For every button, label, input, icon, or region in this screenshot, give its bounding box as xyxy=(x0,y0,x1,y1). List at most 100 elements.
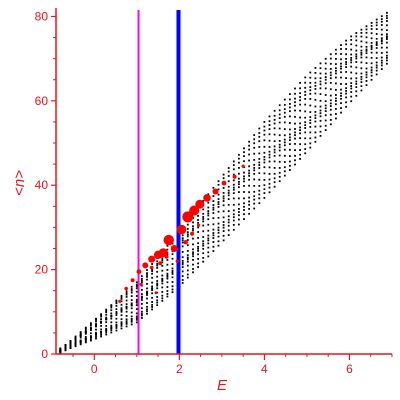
background-point xyxy=(319,125,322,128)
background-point xyxy=(283,98,286,101)
background-point xyxy=(227,192,230,194)
background-point xyxy=(386,33,388,36)
background-point xyxy=(222,197,225,200)
background-point xyxy=(380,18,383,20)
background-point xyxy=(90,336,92,338)
background-point xyxy=(171,291,174,294)
background-point xyxy=(84,338,87,340)
background-point xyxy=(365,45,368,48)
background-point xyxy=(268,128,271,130)
background-point xyxy=(304,143,307,146)
background-point xyxy=(186,258,189,261)
background-point xyxy=(120,296,123,299)
background-point xyxy=(105,311,108,313)
background-point xyxy=(197,266,199,268)
background-point xyxy=(294,163,296,166)
background-point xyxy=(186,233,189,236)
background-point xyxy=(253,195,256,198)
background-point xyxy=(171,267,174,270)
background-point xyxy=(202,244,205,247)
background-point xyxy=(278,113,281,116)
highlight-point xyxy=(189,205,200,216)
background-point xyxy=(222,234,225,237)
background-point xyxy=(161,261,164,264)
background-point xyxy=(197,219,199,221)
background-point xyxy=(141,299,143,301)
highlight-point xyxy=(163,234,174,246)
background-point xyxy=(278,121,281,124)
background-point xyxy=(335,72,337,75)
background-point xyxy=(192,259,194,261)
background-point xyxy=(69,340,72,342)
background-point xyxy=(289,98,291,101)
background-point xyxy=(248,200,250,203)
background-point xyxy=(283,170,286,173)
background-point xyxy=(314,92,317,95)
background-point xyxy=(355,94,358,97)
background-point xyxy=(222,239,225,242)
background-point xyxy=(375,47,378,49)
background-point xyxy=(375,61,378,64)
background-point xyxy=(232,188,235,191)
background-point xyxy=(110,331,113,334)
background-point xyxy=(314,105,317,108)
background-point xyxy=(212,206,215,209)
background-point xyxy=(340,44,342,46)
background-point xyxy=(84,329,87,331)
y-tick-label: 80 xyxy=(35,9,49,23)
background-point xyxy=(340,65,342,68)
background-point xyxy=(324,57,327,60)
background-point xyxy=(294,131,296,134)
background-point xyxy=(125,315,128,317)
background-point xyxy=(238,177,240,180)
background-point xyxy=(386,29,388,32)
background-point xyxy=(304,98,307,100)
background-point xyxy=(141,293,143,295)
background-point xyxy=(197,237,199,239)
background-point xyxy=(304,148,307,150)
background-point xyxy=(151,301,153,303)
background-point xyxy=(386,14,388,17)
y-tick-label: 0 xyxy=(41,347,48,361)
background-point xyxy=(151,306,153,308)
background-point xyxy=(294,149,296,151)
background-point xyxy=(340,67,342,70)
background-point xyxy=(278,146,281,149)
highlight-point xyxy=(158,248,168,258)
background-point xyxy=(95,328,97,331)
background-point xyxy=(156,270,159,273)
background-point xyxy=(202,230,205,233)
background-point xyxy=(171,276,174,279)
background-point xyxy=(340,92,342,95)
background-point xyxy=(324,107,327,110)
background-point xyxy=(166,295,169,298)
highlight-point xyxy=(139,282,143,286)
background-point xyxy=(95,317,97,320)
background-point xyxy=(345,48,347,50)
background-point xyxy=(273,140,276,143)
background-point xyxy=(294,159,296,162)
background-point xyxy=(253,169,256,172)
background-point xyxy=(156,275,159,278)
background-point xyxy=(186,231,189,234)
background-point xyxy=(340,53,342,55)
background-point xyxy=(340,102,342,104)
background-point xyxy=(370,46,373,49)
background-point xyxy=(181,270,184,273)
background-point xyxy=(146,278,148,281)
background-point xyxy=(79,342,82,345)
background-point xyxy=(324,129,327,131)
background-point xyxy=(319,109,322,112)
background-point xyxy=(79,341,82,343)
background-point xyxy=(238,218,240,221)
background-point xyxy=(386,17,388,19)
background-point xyxy=(166,263,169,266)
background-point xyxy=(248,196,250,199)
background-point xyxy=(258,202,261,205)
background-point xyxy=(380,33,383,36)
background-point xyxy=(253,159,256,161)
background-point xyxy=(345,96,347,99)
background-point xyxy=(227,229,230,232)
background-point xyxy=(329,68,332,70)
background-point xyxy=(202,260,205,263)
